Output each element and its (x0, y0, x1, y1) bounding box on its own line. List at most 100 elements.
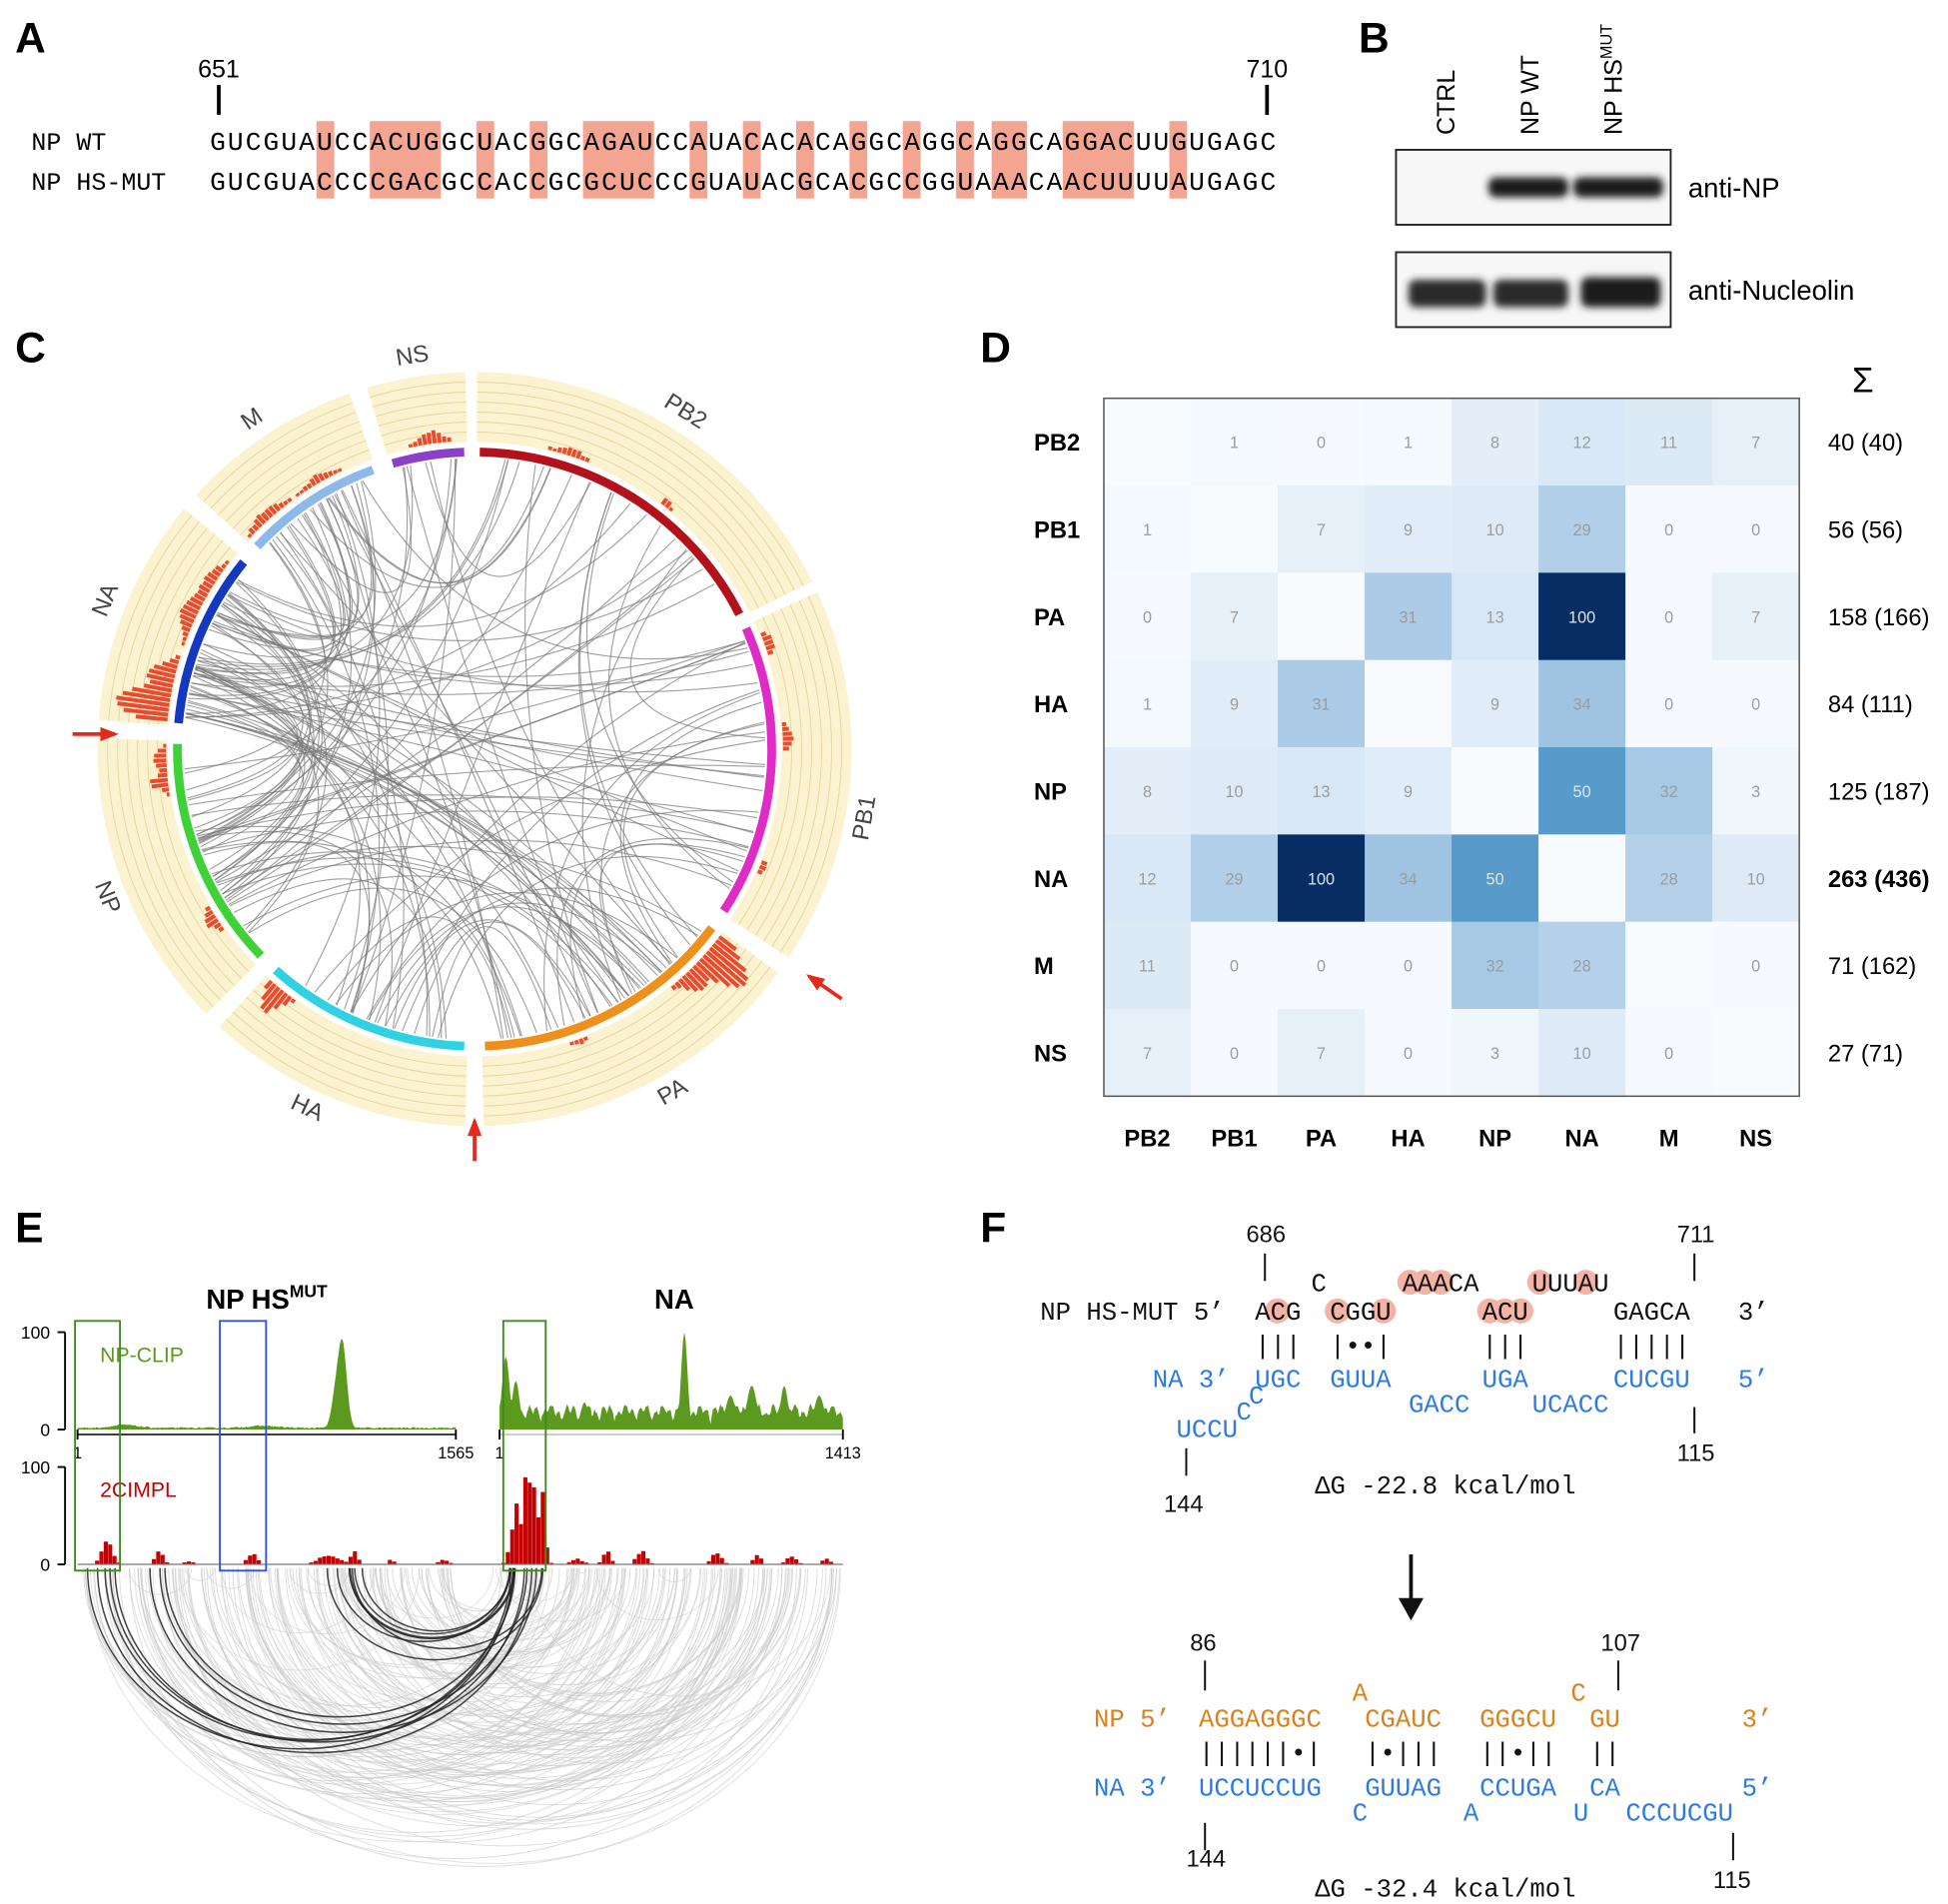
structure-text: CCUGA (1479, 1774, 1556, 1803)
coverage-bar (206, 918, 220, 929)
interaction-arc (299, 1567, 645, 1715)
interaction-chord (577, 491, 690, 946)
segment-label: M (237, 403, 268, 436)
lane-text: NP WT (1516, 55, 1544, 135)
y-tick-label: 100 (21, 1457, 50, 1477)
coverage-bar (197, 588, 209, 598)
interaction-arc (374, 1567, 494, 1619)
mutation-highlight (582, 121, 654, 199)
structure-text: UCCUCCUG (1199, 1774, 1322, 1803)
coverage-bar (702, 953, 740, 989)
cell-value: 3 (1751, 783, 1760, 801)
interaction-arc (96, 1567, 533, 1754)
interaction-arc (326, 1567, 544, 1661)
cell-value: 0 (1317, 435, 1326, 453)
crosslink-bar (309, 1562, 314, 1565)
heatmap-cell (1452, 747, 1539, 835)
structure-text: C (1249, 1383, 1264, 1412)
segment-arc (485, 925, 716, 1051)
structure-text: ACG (1255, 1299, 1301, 1328)
crosslink-bar (570, 1559, 576, 1565)
interaction-chord (195, 465, 414, 674)
coverage-bar (182, 630, 189, 637)
track-line (779, 595, 843, 953)
coverage-bar (681, 974, 698, 993)
interaction-chord (326, 497, 390, 1010)
title-text: NP HS (206, 1284, 290, 1315)
coverage-bar (149, 679, 174, 688)
interaction-arc (421, 1567, 655, 1668)
segment-arc (480, 448, 744, 616)
coverage-bar (705, 950, 747, 987)
interaction-arc (348, 1567, 516, 1640)
heatmap-cell (1712, 485, 1800, 573)
arrow-head (100, 726, 119, 741)
coverage-bar (408, 444, 414, 449)
coverage-bar (442, 436, 447, 443)
interaction-arc (270, 1567, 580, 1700)
crosslink-bar (514, 1503, 519, 1565)
crosslink-bar (151, 1558, 157, 1565)
structure-text: U (1573, 1799, 1588, 1828)
cell-value: 13 (1486, 608, 1504, 626)
interaction-chord (272, 538, 381, 1013)
interaction-arc (129, 1567, 193, 1595)
interaction-chord (198, 642, 746, 842)
column-label: PB1 (1211, 1126, 1257, 1152)
interaction-arc (379, 1567, 765, 1732)
heatmap-cell (1452, 485, 1539, 573)
row-sum: 84 (111) (1828, 692, 1913, 718)
cell-value: 13 (1313, 783, 1331, 801)
arrow-head (1398, 1597, 1424, 1621)
heatmap-cell (1712, 572, 1800, 661)
interaction-chord (600, 721, 765, 995)
crosslink-bar (518, 1523, 523, 1565)
blot-band (1580, 277, 1661, 308)
track-line (372, 392, 467, 408)
interaction-chord (209, 503, 353, 650)
heatmap-cell (1365, 747, 1453, 835)
interaction-chord (222, 578, 323, 895)
coverage-bar (323, 472, 330, 479)
interaction-chord (328, 468, 551, 584)
crosslink-bar (318, 1557, 323, 1565)
coverage-bar (264, 508, 274, 518)
structure-text: UGA (1482, 1367, 1529, 1396)
row-sum: 158 (166) (1828, 605, 1930, 631)
interaction-chord (185, 713, 667, 969)
structure-text: CGAUC (1365, 1706, 1442, 1735)
heatmap-cell (1538, 921, 1626, 1010)
panel-label: E (15, 1206, 43, 1253)
interaction-arc (340, 1567, 592, 1675)
lane-label: NP WT (1516, 55, 1544, 135)
segment-arc (719, 626, 776, 914)
track-line (477, 411, 777, 600)
structure-text: NP HS-MUT 5’ (1040, 1299, 1224, 1328)
interaction-chord (193, 672, 763, 792)
structure-text: ||||| (1613, 1333, 1690, 1362)
coverage-bar (221, 563, 227, 569)
structure-text: C (1570, 1679, 1585, 1708)
coverage-bar (299, 489, 305, 494)
coverage-bar (260, 986, 281, 1010)
interaction-arc (149, 1567, 537, 1733)
blot-band (1572, 177, 1663, 198)
interaction-arc (232, 1567, 827, 1821)
row-label: NS (1034, 1041, 1067, 1067)
coverage-bar (132, 686, 172, 698)
coverage-bar (203, 575, 216, 585)
mutation-highlight (476, 121, 494, 199)
heatmap-cell (1103, 747, 1192, 835)
interaction-chord (362, 479, 748, 660)
y-tick-label: 0 (40, 1420, 50, 1439)
crosslink-bar (191, 1561, 196, 1565)
structure-text: CCCUCGU (1625, 1799, 1733, 1828)
crosslink-bar (313, 1560, 318, 1565)
crosslink-bar (706, 1560, 711, 1565)
structure-text: UGC (1255, 1367, 1301, 1396)
heatmap-cell (1452, 659, 1539, 748)
y-tick-label: 0 (40, 1554, 50, 1574)
interaction-arc (237, 1567, 840, 1825)
heatmap-cell (1103, 1009, 1192, 1097)
